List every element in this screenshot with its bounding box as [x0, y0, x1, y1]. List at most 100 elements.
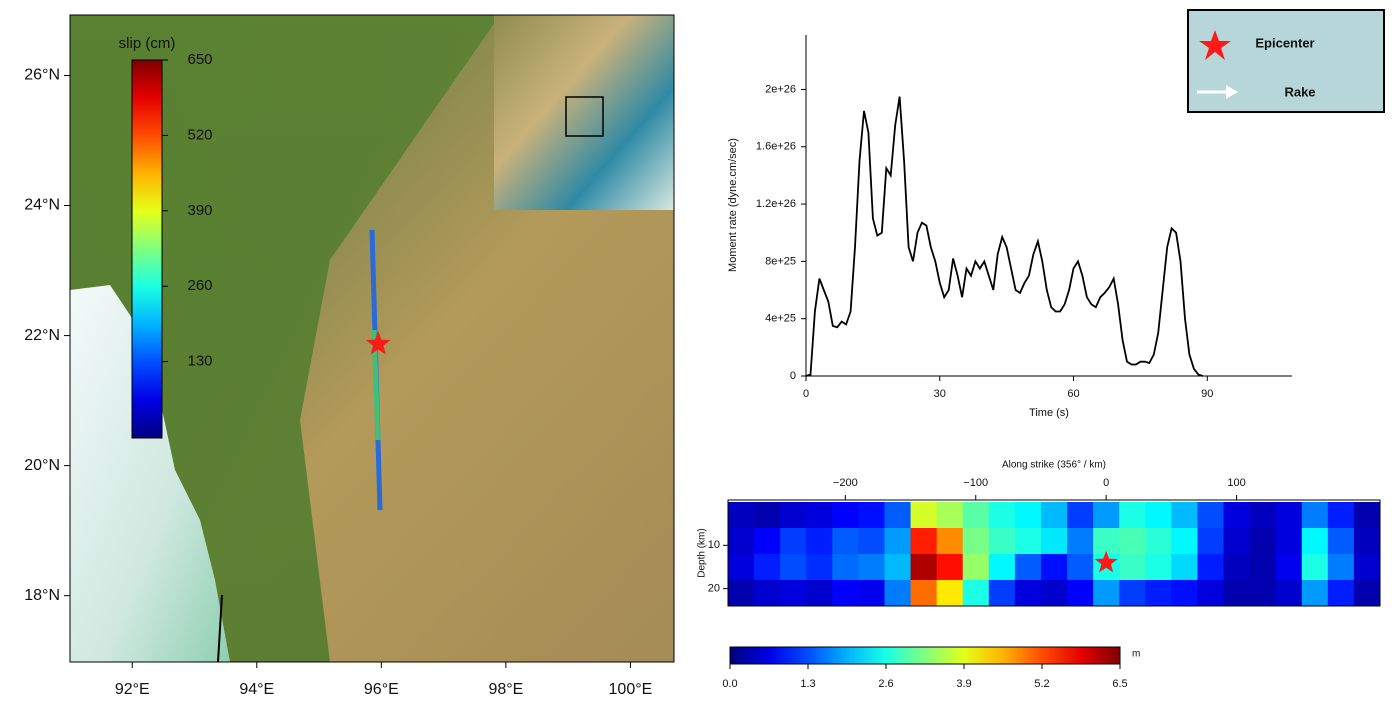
- y-axis-label: Moment rate (dyne.cm/sec): [727, 138, 739, 272]
- slip-cell: [780, 528, 807, 555]
- x-tick-label: 92°E: [115, 681, 150, 698]
- slip-cell: [1119, 554, 1146, 581]
- slip-cell: [884, 528, 912, 555]
- slip-cell: [806, 528, 833, 555]
- slip-cell: [1093, 580, 1120, 607]
- depth-colorbar: [729, 646, 1121, 665]
- slip-cell: [1197, 580, 1225, 607]
- slip-cell: [1223, 554, 1251, 581]
- slip-cell: [1040, 502, 1068, 529]
- slip-cell: [988, 528, 1016, 555]
- y-tick-label: 20°N: [24, 457, 60, 474]
- colorbar-tick-label: 390: [187, 202, 212, 219]
- slip-cell: [754, 554, 781, 581]
- epicenter: [1094, 550, 1118, 573]
- slip-cell: [1040, 554, 1068, 581]
- colorbar-tick-label: 650: [187, 51, 212, 68]
- colorbar-tick-label: 2.6: [878, 678, 893, 690]
- slip-cell: [1353, 502, 1381, 529]
- slip-cell: [936, 528, 964, 555]
- slip-cell: [728, 554, 755, 581]
- y-tick-label: 1.6e+26: [756, 141, 796, 153]
- slip-cell: [728, 502, 755, 529]
- colorbar-tick-label: 130: [187, 353, 212, 370]
- slip-cell: [1197, 554, 1225, 581]
- slip-cell: [910, 580, 938, 607]
- slip-cell: [936, 580, 964, 607]
- x-tick-label: 94°E: [239, 681, 274, 698]
- colorbar-tick-label: 520: [187, 126, 212, 143]
- slip-cell: [936, 502, 964, 529]
- slip-cell: [1171, 502, 1198, 529]
- y-axis-label: Depth (km): [697, 528, 708, 577]
- slip-cell: [1119, 502, 1146, 529]
- colorbar-tick-label: 5.2: [1034, 678, 1049, 690]
- slip-frame: [727, 499, 1381, 607]
- colorbar-tick-label: 1.3: [800, 678, 815, 690]
- slip-cell: [884, 580, 912, 607]
- slip-cell: [858, 580, 885, 607]
- slip-cell: [1223, 580, 1251, 607]
- slip-cell: [1275, 528, 1303, 555]
- slip-cell: [1014, 528, 1042, 555]
- slip-cell: [832, 528, 859, 555]
- slip-cell: [1301, 554, 1329, 581]
- slip-cell: [1171, 554, 1198, 581]
- slip-cell: [1275, 502, 1303, 529]
- slip-cell: [1145, 528, 1172, 555]
- slip-cell: [1040, 528, 1068, 555]
- slip-cell: [1119, 580, 1146, 607]
- y-tick-label: 0: [790, 370, 796, 382]
- slip-cell: [1197, 502, 1225, 529]
- x-tick-label: −200: [833, 477, 858, 489]
- y-tick-label: 22°N: [24, 327, 60, 344]
- x-tick-label: −100: [963, 477, 988, 489]
- slip-cell: [754, 528, 781, 555]
- slip-cell: [910, 502, 938, 529]
- slip-cell: [806, 580, 833, 607]
- slip-cell: [1249, 528, 1277, 555]
- slip-cell: [1249, 554, 1277, 581]
- y-tick-label: 20: [708, 583, 720, 595]
- slip-cell: [1301, 580, 1329, 607]
- slip-cell: [1301, 528, 1329, 555]
- slip-cell: [1327, 554, 1355, 581]
- colorbar-label: slip (cm): [119, 35, 176, 52]
- slip-cell: [780, 502, 807, 529]
- slip-cell: [1353, 580, 1381, 607]
- slip-cell: [1145, 502, 1172, 529]
- slip-cell: [806, 554, 833, 581]
- slip-cell: [1327, 528, 1355, 555]
- y-tick-label: 8e+25: [765, 255, 796, 267]
- slip-cell: [858, 528, 885, 555]
- legend: Epicenter Rake: [1187, 9, 1385, 113]
- slip-cell: [962, 528, 990, 555]
- x-tick-label: 100°E: [609, 681, 653, 698]
- slip-cell: [936, 554, 964, 581]
- colorbar-tick-label: 260: [187, 277, 212, 294]
- slip-cell: [858, 502, 885, 529]
- slip-cell: [988, 502, 1016, 529]
- x-tick-label: 0: [1103, 477, 1109, 489]
- slip-cell: [1301, 502, 1329, 529]
- slip-cell: [1223, 528, 1251, 555]
- slip-cell: [1067, 528, 1094, 555]
- slip-cell: [1040, 580, 1068, 607]
- legend-label: Rake: [1284, 84, 1315, 99]
- slip-cell: [884, 554, 912, 581]
- map-background: [70, 15, 674, 662]
- map-frame: [69, 14, 675, 663]
- x-axis-label: Along strike (356° / km): [1002, 460, 1106, 471]
- slip-cell: [1145, 554, 1172, 581]
- slip-cell: [754, 580, 781, 607]
- colorbar-tick-label: 0.0: [722, 678, 737, 690]
- slip-cell: [1067, 554, 1094, 581]
- slip-cell: [1171, 580, 1198, 607]
- slip-cell: [728, 528, 755, 555]
- slip-cell: [1275, 580, 1303, 607]
- x-tick-label: 30: [934, 388, 946, 400]
- slip-cell: [806, 502, 833, 529]
- slip-cell: [780, 554, 807, 581]
- y-tick-label: 1.2e+26: [756, 198, 796, 210]
